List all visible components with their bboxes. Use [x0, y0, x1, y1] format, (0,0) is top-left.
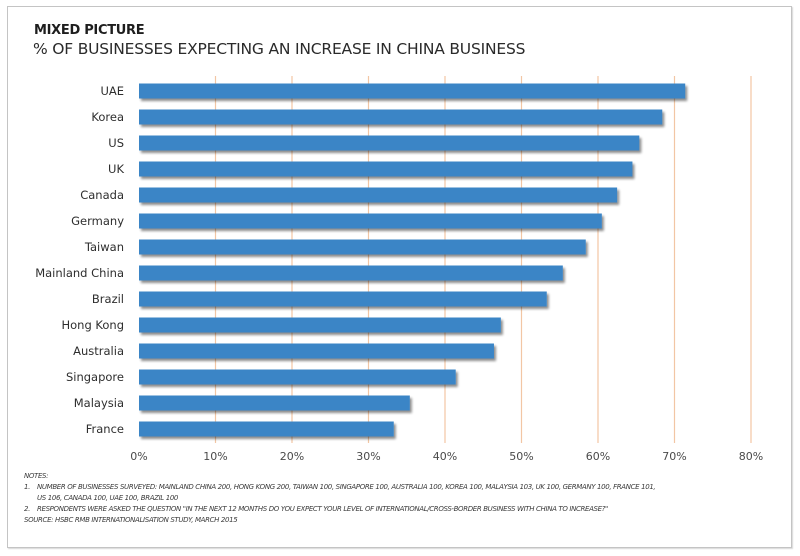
gridlines: [214, 76, 752, 443]
category-labels: UAE Korea US UK Canada Germany Taiwan Mainland …: [35, 84, 124, 436]
x-tick-label: 10%: [203, 450, 227, 463]
category-label: Hong Kong: [61, 318, 124, 332]
category-label: Korea: [91, 110, 124, 124]
bar: [139, 239, 586, 255]
bar: [139, 421, 394, 437]
bar: [139, 369, 456, 385]
note-1-line2: US 106, CANADA 100, UAE 100, BRAZIL 100: [37, 494, 179, 502]
chart-notes: NOTES: 1. NUMBER OF BUSINESSES SURVEYED: …: [24, 471, 656, 526]
x-tick-label: 80%: [739, 450, 763, 463]
category-label: Taiwan: [84, 240, 124, 254]
x-tick-label: 50%: [509, 450, 533, 463]
bar: [139, 291, 547, 307]
x-tick-labels: 0% 10% 20% 30% 40% 50% 60% 70% 80%: [130, 450, 763, 463]
chart-subtitle: % OF BUSINESSES EXPECTING AN INCREASE IN…: [33, 40, 526, 58]
x-tick-label: 40%: [433, 450, 457, 463]
bar: [139, 135, 640, 151]
chart-title: MIXED PICTURE: [34, 23, 145, 38]
x-tick-label: 60%: [586, 450, 610, 463]
bar: [139, 317, 501, 333]
bar: [139, 395, 410, 411]
note-1-line1: NUMBER OF BUSINESSES SURVEYED: MAINLAND …: [37, 483, 656, 491]
note-1-number: 1.: [24, 483, 30, 491]
category-label: UAE: [100, 84, 124, 98]
x-tick-label: 0%: [130, 450, 147, 463]
bar: [139, 161, 633, 177]
x-tick-label: 30%: [356, 450, 380, 463]
category-label: Australia: [73, 344, 124, 358]
note-2-line1: RESPONDENTS WERE ASKED THE QUESTION "IN …: [37, 505, 608, 513]
bar: [139, 213, 602, 229]
category-label: France: [86, 422, 124, 436]
category-label: Mainland China: [35, 266, 124, 280]
bars: [139, 83, 686, 437]
category-label: US: [108, 136, 124, 150]
category-label: Germany: [71, 214, 124, 228]
note-2-number: 2.: [24, 505, 30, 513]
bar: [139, 265, 563, 281]
bar: [139, 83, 686, 99]
note-2: 2. RESPONDENTS WERE ASKED THE QUESTION "I…: [24, 504, 655, 515]
source-note: SOURCE: HSBC RMB INTERNATIONALISATION ST…: [24, 516, 238, 524]
note-1: 1. NUMBER OF BUSINESSES SURVEYED: MAINLAN…: [24, 482, 656, 493]
category-label: Malaysia: [74, 396, 124, 410]
x-tick-label: 20%: [280, 450, 304, 463]
category-label: Brazil: [92, 292, 124, 306]
category-label: UK: [108, 162, 124, 176]
bar: [139, 343, 494, 359]
notes-heading: NOTES:: [24, 472, 49, 480]
x-tick-label: 70%: [662, 450, 686, 463]
bar: [139, 109, 663, 125]
bar: [139, 187, 618, 203]
category-label: Singapore: [66, 370, 124, 384]
category-label: Canada: [80, 188, 124, 202]
